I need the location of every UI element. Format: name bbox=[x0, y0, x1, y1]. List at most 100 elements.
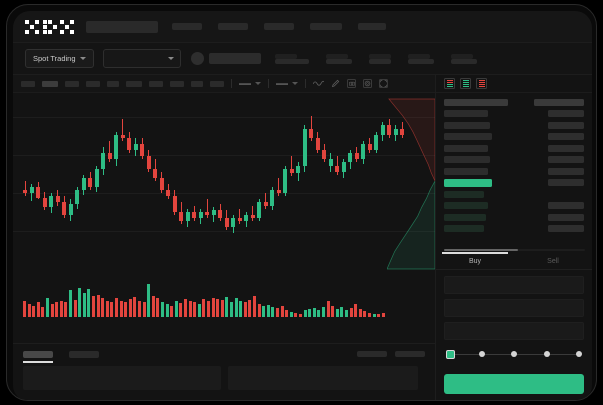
toolbar-divider bbox=[268, 79, 269, 88]
slider-stop-25[interactable] bbox=[478, 351, 485, 357]
volume-bar-65 bbox=[322, 307, 325, 317]
orderbook-ask-row[interactable] bbox=[444, 120, 584, 130]
volume-bar-26 bbox=[142, 302, 146, 317]
candle-wick bbox=[291, 156, 292, 177]
submit-order-button[interactable] bbox=[444, 374, 584, 394]
ask-amount-cell bbox=[548, 121, 584, 129]
orderbook-both-icon[interactable] bbox=[444, 78, 455, 89]
orderbook-bid-row[interactable] bbox=[444, 189, 584, 199]
ask-price-cell bbox=[444, 167, 488, 175]
candle-wick bbox=[336, 156, 338, 175]
toolbar-divider bbox=[305, 79, 306, 88]
orderbook-ask-row[interactable] bbox=[444, 97, 584, 107]
sub-header: Spot Trading bbox=[13, 43, 592, 75]
search-input[interactable] bbox=[86, 20, 158, 33]
orderbook-bid-row[interactable] bbox=[444, 224, 584, 234]
orderbook-rows[interactable] bbox=[436, 93, 592, 253]
timeframe-0[interactable] bbox=[21, 80, 35, 87]
nav-item-0[interactable] bbox=[172, 23, 202, 30]
slider-handle[interactable] bbox=[446, 350, 455, 359]
spot-trading-dropdown[interactable]: Spot Trading bbox=[25, 49, 94, 68]
orderbook-bid-row[interactable] bbox=[444, 212, 584, 222]
orderbook-ask-row[interactable] bbox=[444, 155, 584, 165]
timeframe-3[interactable] bbox=[86, 80, 100, 87]
indicator-dropdown-2[interactable]: ▬▬ bbox=[276, 81, 298, 87]
slider-stop-50[interactable] bbox=[511, 351, 517, 357]
orderbook-ask-row[interactable] bbox=[444, 109, 584, 119]
orderbook-bid-row[interactable] bbox=[444, 201, 584, 211]
timeframe-5[interactable] bbox=[126, 80, 142, 87]
timeframe-6[interactable] bbox=[149, 80, 163, 87]
orderbook-scrollbar[interactable] bbox=[444, 249, 585, 251]
volume-bar-52 bbox=[262, 306, 266, 317]
timeframe-group bbox=[21, 80, 224, 87]
volume-bar-3 bbox=[36, 302, 40, 317]
volume-bar-21 bbox=[119, 300, 123, 317]
ask-amount-cell bbox=[548, 156, 584, 163]
orderbook-ask-row[interactable] bbox=[444, 143, 584, 153]
nav-item-3[interactable] bbox=[310, 23, 342, 30]
volume-bar-33 bbox=[174, 300, 178, 317]
timeframe-7[interactable] bbox=[170, 80, 184, 87]
depth-curve bbox=[387, 98, 435, 270]
trade-tab-buy[interactable]: Buy bbox=[436, 252, 514, 269]
orders-action-1[interactable] bbox=[395, 351, 425, 357]
okx-logo[interactable] bbox=[25, 19, 74, 34]
nav-item-4[interactable] bbox=[358, 23, 386, 30]
volume-bar-67 bbox=[331, 306, 335, 317]
slider-stop-100[interactable] bbox=[576, 351, 582, 357]
amount-field[interactable] bbox=[444, 299, 584, 317]
trade-tab-sell[interactable]: Sell bbox=[547, 257, 559, 265]
candle-body bbox=[354, 153, 359, 160]
indicator-dropdown-1[interactable]: ▬▬ bbox=[239, 81, 261, 87]
percent-slider[interactable] bbox=[446, 350, 582, 359]
volume-bar-50 bbox=[253, 295, 256, 317]
device-bezel: Spot Trading ▬▬ ▬▬ bbox=[6, 4, 597, 401]
trade-form bbox=[436, 270, 592, 359]
volume-bar-48 bbox=[243, 302, 247, 317]
orders-action-0[interactable] bbox=[357, 351, 387, 357]
volume-bar-11 bbox=[73, 299, 77, 317]
orders-row-0 bbox=[23, 366, 221, 390]
orderbook-asks-icon[interactable] bbox=[476, 78, 487, 89]
timeframe-2[interactable] bbox=[65, 80, 79, 87]
stat-value-4 bbox=[450, 58, 477, 64]
timeframe-4[interactable] bbox=[107, 80, 119, 87]
settings-gear-icon[interactable] bbox=[363, 79, 372, 88]
orders-tab-1[interactable] bbox=[69, 350, 99, 358]
current-price-amount bbox=[548, 179, 584, 186]
okx-logo-mark-2 bbox=[42, 19, 57, 34]
ask-price-cell bbox=[444, 121, 490, 129]
pencil-draw-icon[interactable] bbox=[331, 79, 340, 88]
nav-item-2[interactable] bbox=[264, 23, 294, 30]
candle-body bbox=[302, 128, 307, 166]
orderbook-bids-icon[interactable] bbox=[460, 78, 471, 89]
stat-label-2 bbox=[368, 53, 391, 59]
price-field[interactable] bbox=[444, 276, 584, 294]
candle-body bbox=[49, 196, 53, 208]
camera-snapshot-icon[interactable] bbox=[347, 79, 356, 88]
wave-line-icon[interactable] bbox=[313, 80, 324, 87]
candlestick-chart[interactable] bbox=[13, 93, 435, 275]
nav-item-1[interactable] bbox=[218, 23, 248, 30]
orders-row-1 bbox=[228, 366, 418, 390]
volume-bar-42 bbox=[216, 298, 220, 317]
slider-stop-75[interactable] bbox=[543, 351, 550, 357]
candle-body bbox=[88, 177, 92, 188]
toolbar-divider bbox=[231, 79, 232, 88]
stat-value-3 bbox=[407, 58, 434, 64]
orderbook-current-price-row[interactable] bbox=[444, 178, 584, 188]
bid-price-cell bbox=[444, 202, 488, 209]
total-field[interactable] bbox=[444, 322, 584, 340]
pair-select[interactable] bbox=[102, 49, 181, 68]
candle-body bbox=[185, 211, 190, 221]
orderbook-ask-row[interactable] bbox=[444, 132, 584, 142]
candle-body bbox=[224, 217, 229, 228]
timeframe-9[interactable] bbox=[210, 80, 224, 87]
candle-wick bbox=[122, 119, 123, 141]
orderbook-ask-row[interactable] bbox=[444, 166, 584, 176]
timeframe-8[interactable] bbox=[191, 80, 203, 87]
fullscreen-expand-icon[interactable] bbox=[379, 79, 388, 88]
orders-tab-0[interactable] bbox=[23, 350, 53, 358]
timeframe-1[interactable] bbox=[42, 80, 58, 87]
